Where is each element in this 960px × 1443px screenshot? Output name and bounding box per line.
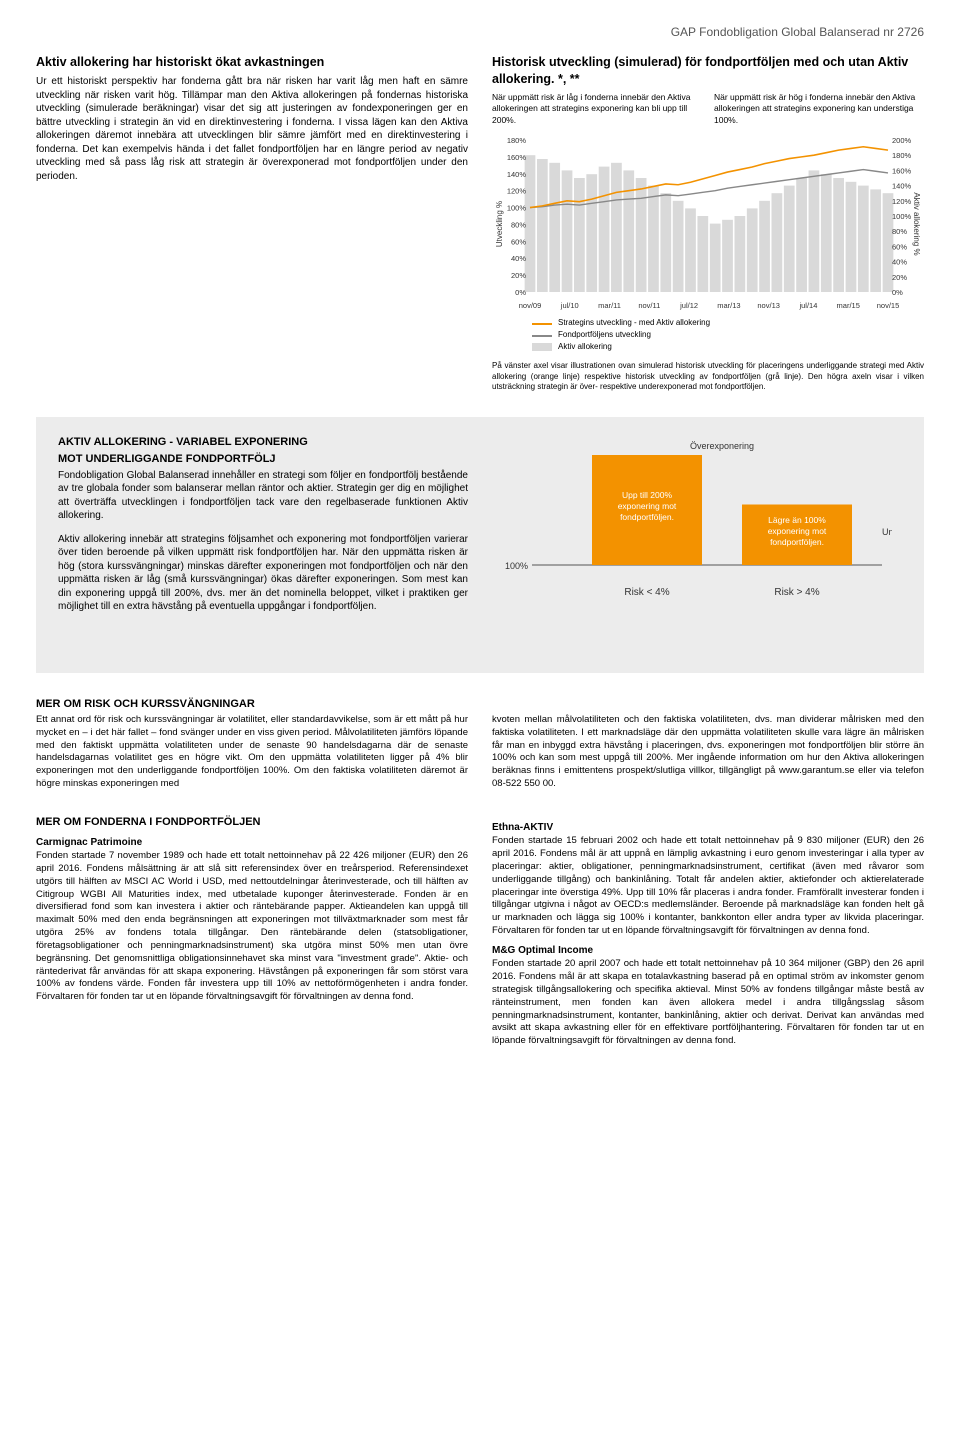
section2-text: AKTIV ALLOKERING - VARIABEL EXPONERING M… (58, 435, 468, 624)
grey-box-allokering: AKTIV ALLOKERING - VARIABEL EXPONERING M… (36, 417, 924, 673)
svg-text:120%: 120% (892, 197, 912, 206)
chart1-title: Historisk utveckling (simulerad) för fon… (492, 54, 924, 88)
svg-text:Underexponering: Underexponering (882, 527, 892, 537)
doc-title: GAP Fondobligation Global Balanserad nr … (36, 24, 924, 40)
svg-text:nov/11: nov/11 (638, 301, 660, 310)
f1-body: Fonden startade 7 november 1989 och hade… (36, 850, 468, 1004)
svg-text:0%: 0% (892, 288, 903, 297)
f2-body: Fonden startade 15 februari 2002 och had… (492, 835, 924, 938)
section1-body: Ur ett historiskt perspektiv har fondern… (36, 75, 468, 183)
svg-text:40%: 40% (511, 255, 526, 264)
svg-text:180%: 180% (892, 152, 912, 161)
legend-swatch (532, 323, 552, 325)
svg-text:140%: 140% (507, 170, 527, 179)
section3-right: kvoten mellan målvolatiliteten och den f… (492, 714, 924, 791)
svg-text:Risk > 4%: Risk > 4% (774, 587, 819, 598)
svg-text:100%: 100% (892, 212, 912, 221)
svg-text:20%: 20% (511, 271, 526, 280)
svg-text:140%: 140% (892, 182, 912, 191)
svg-text:200%: 200% (892, 136, 912, 145)
svg-text:180%: 180% (507, 136, 527, 145)
chart-panel: Historisk utveckling (simulerad) för fon… (492, 54, 924, 393)
svg-text:60%: 60% (892, 243, 907, 252)
section-risk: MER OM RISK OCH KURSSVÄNGNINGAR Ett anna… (36, 697, 924, 791)
svg-text:Aktiv allokering %: Aktiv allokering % (912, 193, 921, 256)
svg-text:100%: 100% (507, 204, 527, 213)
chart-notes: När uppmätt risk är låg i fonderna inneb… (492, 92, 924, 126)
chart-legend: Strategins utveckling - med Aktiv alloke… (532, 318, 924, 352)
svg-text:120%: 120% (507, 187, 527, 196)
legend-label: Aktiv allokering (558, 342, 612, 353)
chart-caption: På vänster axel visar illustrationen ova… (492, 361, 924, 393)
section4-title: MER OM FONDERNA I FONDPORTFÖLJEN (36, 815, 468, 830)
svg-text:jul/14: jul/14 (798, 301, 817, 310)
svg-text:20%: 20% (892, 273, 907, 282)
legend-swatch (532, 343, 552, 351)
svg-text:160%: 160% (507, 153, 527, 162)
section2-p1: Fondobligation Global Balanserad innehål… (58, 469, 468, 523)
section-fonderna: MER OM FONDERNA I FONDPORTFÖLJEN Carmign… (36, 815, 924, 1048)
legend-item: Strategins utveckling - med Aktiv alloke… (532, 318, 924, 329)
svg-text:Överexponering: Överexponering (690, 441, 754, 451)
svg-text:Utveckling %: Utveckling % (495, 201, 504, 247)
f3-title: M&G Optimal Income (492, 944, 924, 958)
svg-text:Lägre än 100%exponering motfon: Lägre än 100%exponering motfondportfölje… (768, 515, 827, 547)
legend-item: Aktiv allokering (532, 342, 924, 353)
svg-text:80%: 80% (511, 221, 526, 230)
top-row: Aktiv allokering har historiskt ökat avk… (36, 54, 924, 393)
chart-note-right: När uppmätt risk är hög i fonderna inneb… (714, 92, 924, 126)
legend-label: Fondportföljens utveckling (558, 330, 651, 341)
f3-body: Fonden startade 20 april 2007 och hade e… (492, 958, 924, 1048)
svg-text:mar/15: mar/15 (837, 301, 860, 310)
svg-text:mar/11: mar/11 (598, 301, 621, 310)
section2-p2: Aktiv allokering innebär att strategins … (58, 533, 468, 614)
svg-text:100%: 100% (505, 561, 528, 571)
svg-text:Risk < 4%: Risk < 4% (624, 587, 669, 598)
svg-text:nov/13: nov/13 (757, 301, 780, 310)
section1-title: Aktiv allokering har historiskt ökat avk… (36, 54, 468, 71)
svg-text:60%: 60% (511, 238, 526, 247)
section2-title2: MOT UNDERLIGGANDE FONDPORTFÖLJ (58, 452, 468, 467)
svg-text:jul/12: jul/12 (679, 301, 698, 310)
section3-title: MER OM RISK OCH KURSSVÄNGNINGAR (36, 697, 924, 712)
f2-title: Ethna-AKTIV (492, 821, 924, 835)
svg-text:nov/15: nov/15 (877, 301, 900, 310)
svg-text:160%: 160% (892, 167, 912, 176)
svg-text:0%: 0% (515, 288, 526, 297)
legend-swatch (532, 335, 552, 337)
legend-label: Strategins utveckling - med Aktiv alloke… (558, 318, 710, 329)
legend-item: Fondportföljens utveckling (532, 330, 924, 341)
svg-text:mar/13: mar/13 (717, 301, 740, 310)
svg-text:nov/09: nov/09 (519, 301, 542, 310)
line-chart: 180% 160% 140% 120% 100% 80% 60% 40% 20% 0% 200% 18… (492, 134, 924, 314)
svg-text:40%: 40% (892, 258, 907, 267)
svg-text:Upp till 200%exponering motfon: Upp till 200%exponering motfondportfölje… (618, 490, 677, 522)
fonderna-right: Ethna-AKTIV Fonden startade 15 februari … (492, 815, 924, 1048)
section3-left: Ett annat ord för risk och kurssvängning… (36, 714, 468, 791)
exposure-chart: 100% Överexponering Underexponering Upp til… (492, 435, 902, 655)
svg-text:jul/10: jul/10 (560, 301, 579, 310)
chart-note-left: När uppmätt risk är låg i fonderna inneb… (492, 92, 702, 126)
f1-title: Carmignac Patrimoine (36, 836, 468, 850)
exposure-chart-col: 100% Överexponering Underexponering Upp til… (492, 435, 902, 655)
section2-title1: AKTIV ALLOKERING - VARIABEL EXPONERING (58, 435, 468, 450)
section-aktiv-allokering: Aktiv allokering har historiskt ökat avk… (36, 54, 468, 393)
fonderna-left: MER OM FONDERNA I FONDPORTFÖLJEN Carmign… (36, 815, 468, 1048)
svg-text:80%: 80% (892, 228, 907, 237)
